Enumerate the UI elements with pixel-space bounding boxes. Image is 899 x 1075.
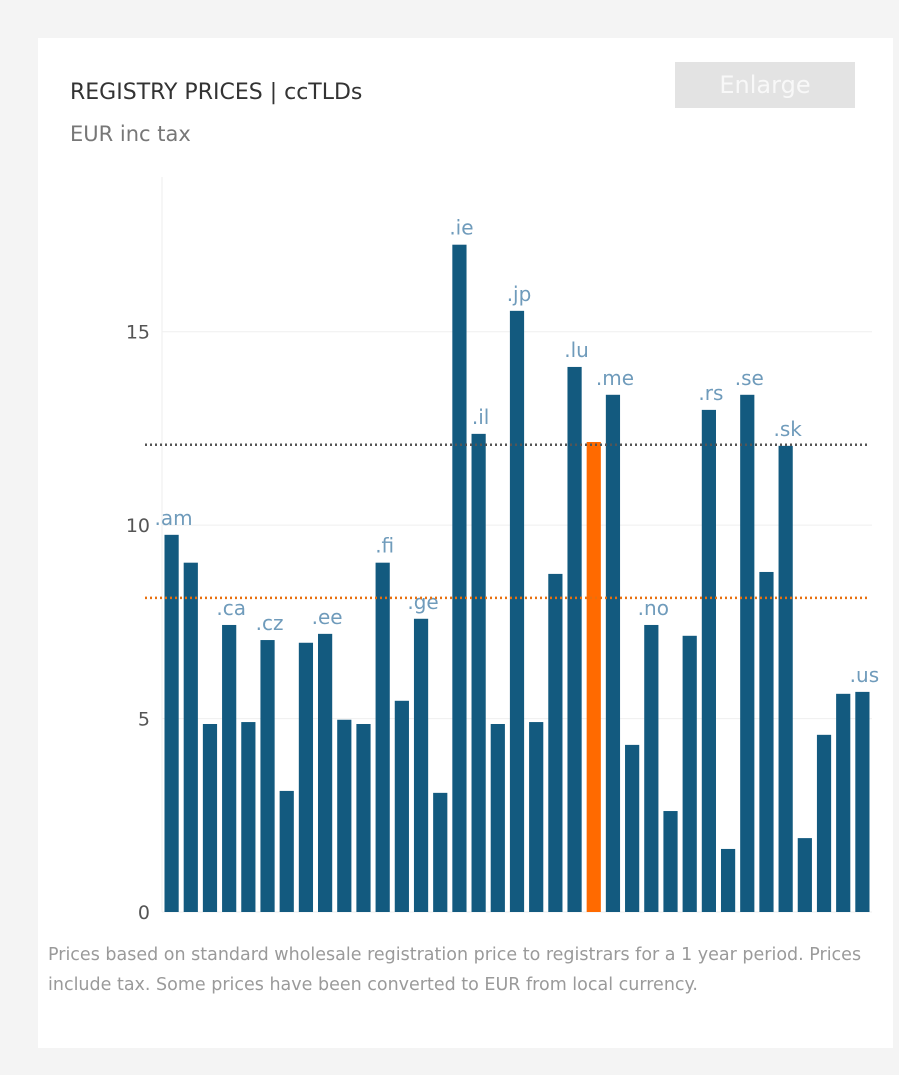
bar-label: .sk: [773, 417, 802, 441]
bar: [452, 244, 467, 912]
bar: [836, 693, 851, 912]
bar: [605, 394, 621, 912]
bar: [509, 310, 525, 912]
bar: [701, 409, 716, 912]
y-tick-label: 15: [126, 322, 150, 344]
bar: [164, 534, 179, 912]
bar-label: .rs: [698, 381, 723, 405]
bar: [644, 624, 659, 912]
chart-subtitle: EUR inc tax: [70, 122, 191, 146]
bar-label: .ge: [407, 590, 438, 614]
bar: [298, 642, 314, 912]
bar: [356, 723, 371, 912]
bar-label: .no: [638, 596, 669, 620]
bar-label: .il: [472, 405, 489, 429]
bar-label: .ca: [216, 596, 246, 620]
bar-label: .fi: [375, 534, 394, 558]
bar-label: .us: [850, 663, 879, 687]
bar: [797, 838, 812, 912]
bar-label: .jp: [507, 282, 532, 306]
bar: [778, 445, 793, 912]
bar-label: .ee: [312, 605, 343, 629]
bar: [337, 719, 352, 912]
bar-label: .am: [155, 506, 193, 530]
bar-label: .se: [735, 366, 764, 390]
bar: [279, 790, 294, 912]
bar: [625, 744, 640, 912]
enlarge-button[interactable]: Enlarge: [675, 62, 855, 108]
bar: [394, 700, 409, 912]
bar: [740, 394, 755, 912]
bar: [222, 624, 237, 912]
bar: [318, 633, 333, 912]
bar: [548, 573, 563, 912]
bar: [663, 811, 678, 912]
bar: [720, 848, 736, 912]
y-tick-label: 10: [126, 515, 150, 537]
bar-label: .me: [596, 366, 634, 390]
y-tick-label: 5: [138, 709, 150, 731]
bar: [816, 734, 832, 912]
bar: [759, 571, 774, 912]
bar-label: .cz: [256, 611, 284, 635]
bar: [241, 722, 256, 912]
bar: [490, 723, 505, 912]
bar: [433, 792, 448, 912]
bar: [183, 562, 198, 912]
bar-label: .lu: [564, 338, 589, 362]
bar: [260, 640, 275, 912]
bar-label: .ie: [449, 216, 473, 240]
bar: [375, 562, 390, 912]
bar: [855, 691, 870, 912]
chart-title: REGISTRY PRICES | ccTLDs: [70, 80, 363, 105]
bar: [202, 723, 218, 912]
bar: [529, 722, 544, 912]
bar: [471, 433, 486, 912]
bar: [586, 441, 601, 912]
bar: [413, 618, 429, 912]
y-tick-label: 0: [138, 902, 150, 924]
bar: [682, 635, 697, 912]
footnote: Prices based on standard wholesale regis…: [48, 945, 862, 995]
bar: [567, 366, 582, 913]
